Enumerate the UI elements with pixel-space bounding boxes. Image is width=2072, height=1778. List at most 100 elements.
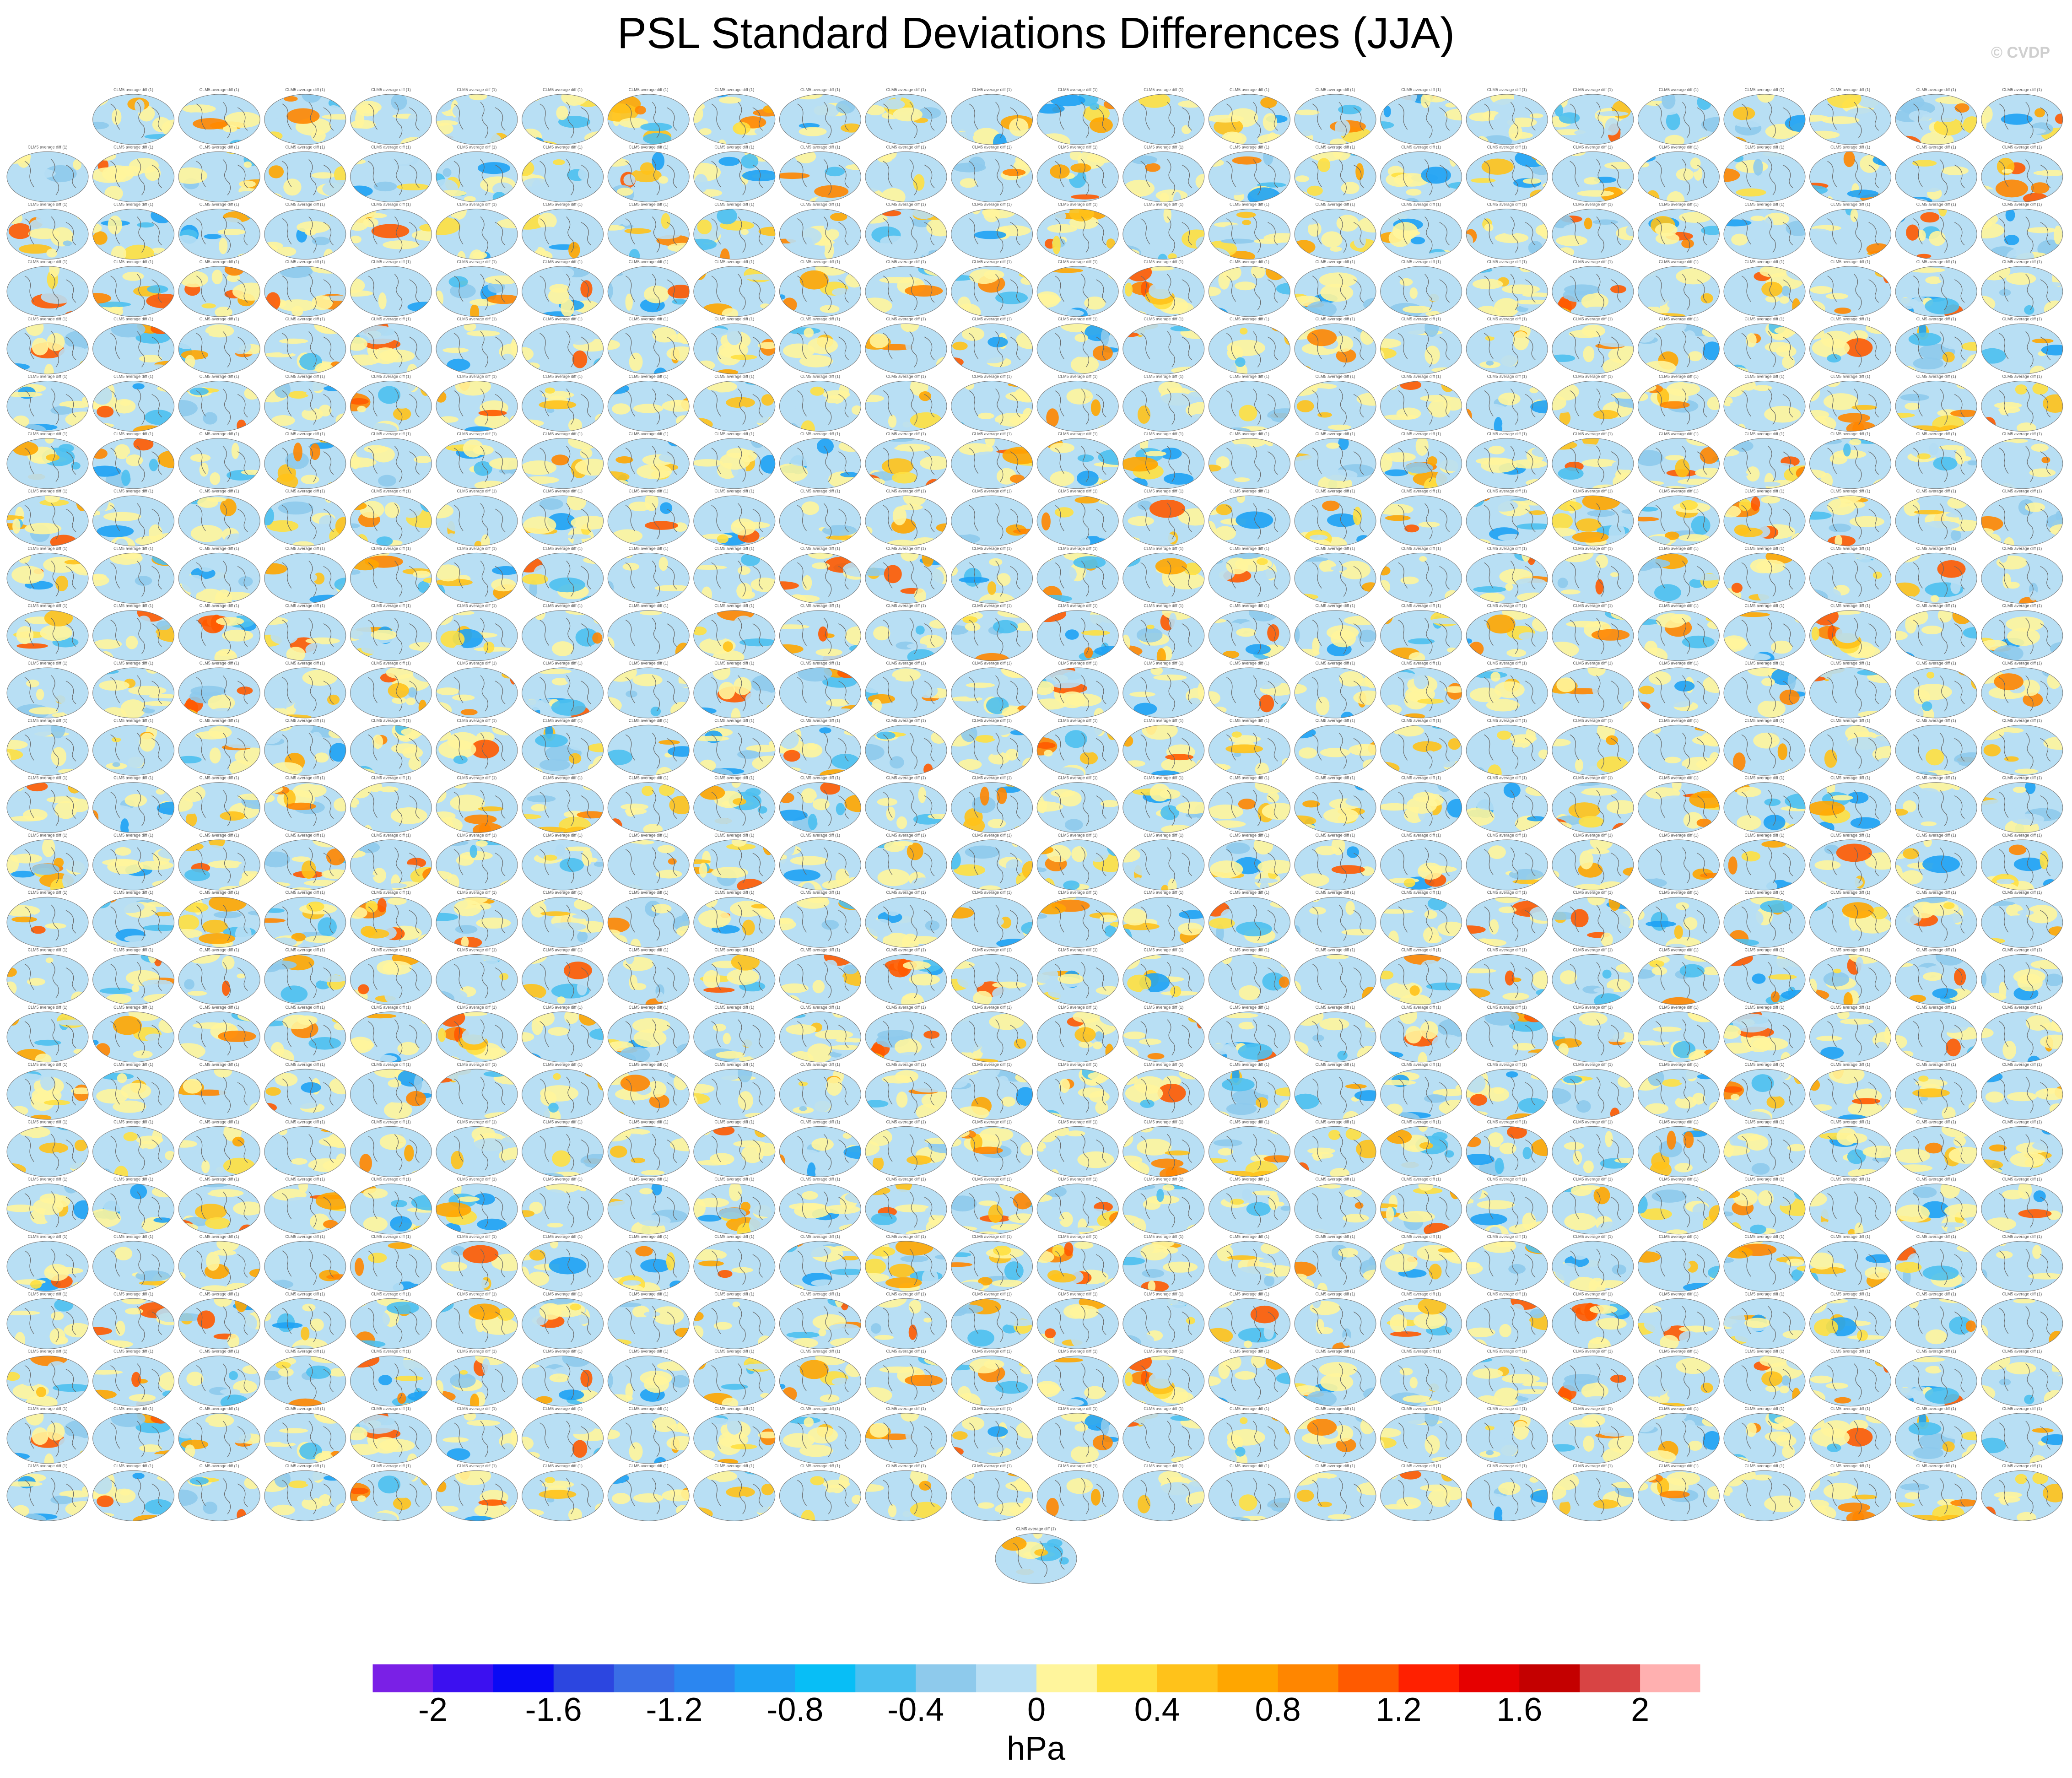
- panel-title: CLM5 average diff (1): [800, 145, 840, 149]
- map-panel: CLM5 average diff (1): [1981, 202, 2063, 260]
- panel-title: CLM5 average diff (1): [1830, 374, 1870, 379]
- panel-title: CLM5 average diff (1): [200, 317, 239, 321]
- map-panel: CLM5 average diff (1): [1122, 145, 1205, 202]
- map-panel: CLM5 average diff (1): [522, 145, 604, 202]
- panel-title: CLM5 average diff (1): [285, 317, 325, 321]
- map-panel: CLM5 average diff (1): [178, 317, 260, 374]
- panel-title: CLM5 average diff (1): [629, 259, 669, 264]
- colorbar-swatch: [855, 1664, 916, 1692]
- panel-title: CLM5 average diff (1): [714, 317, 754, 321]
- panel-title: CLM5 average diff (1): [1745, 87, 1785, 92]
- map-panel: CLM5 average diff (1): [1380, 145, 1462, 202]
- panel-title: CLM5 average diff (1): [200, 259, 239, 264]
- map-panel: CLM5 average diff (1): [951, 317, 1033, 374]
- colorbar-swatch: [553, 1664, 615, 1692]
- map-panel: CLM5 average diff (1): [779, 432, 861, 489]
- map-panel: CLM5 average diff (1): [6, 432, 89, 489]
- colorbar-swatch: [1640, 1664, 1701, 1692]
- map-panel: CLM5 average diff (1): [1637, 202, 1720, 260]
- panel-title: CLM5 average diff (1): [1058, 374, 1098, 379]
- map-panel: CLM5 average diff (1): [951, 145, 1033, 202]
- panel-title: CLM5 average diff (1): [1830, 259, 1870, 264]
- panel-title: CLM5 average diff (1): [1144, 432, 1183, 436]
- panel-title: CLM5 average diff (1): [1659, 145, 1699, 149]
- panel-title: CLM5 average diff (1): [1144, 374, 1183, 379]
- map-panel: CLM5 average diff (1): [1895, 145, 1977, 202]
- panel-title: CLM5 average diff (1): [1659, 87, 1699, 92]
- panel-title: CLM5 average diff (1): [629, 432, 669, 436]
- panel-title: CLM5 average diff (1): [2002, 145, 2042, 149]
- map-panel: CLM5 average diff (1): [264, 374, 346, 432]
- map-panel: CLM5 average diff (1): [1895, 87, 1977, 145]
- panel-title: CLM5 average diff (1): [1316, 317, 1355, 321]
- panel-title: CLM5 average diff (1): [200, 202, 239, 207]
- map-panel: CLM5 average diff (1): [865, 432, 947, 489]
- colorbar-swatch: [1096, 1664, 1158, 1692]
- panel-title: CLM5 average diff (1): [2002, 317, 2042, 321]
- panel-title: CLM5 average diff (1): [886, 432, 926, 436]
- panel-title: CLM5 average diff (1): [629, 202, 669, 207]
- panel-title: CLM5 average diff (1): [371, 87, 411, 92]
- colorbar-swatch: [1278, 1664, 1339, 1692]
- map-panel: CLM5 average diff (1): [779, 259, 861, 317]
- panel-title: CLM5 average diff (1): [28, 374, 68, 379]
- panel-title: CLM5 average diff (1): [1659, 259, 1699, 264]
- panel-title: CLM5 average diff (1): [1830, 87, 1870, 92]
- colorbar-tick-label: -1.2: [646, 1692, 703, 1728]
- panel-title: CLM5 average diff (1): [371, 432, 411, 436]
- map-panel: CLM5 average diff (1): [436, 317, 518, 374]
- panel-title: CLM5 average diff (1): [886, 374, 926, 379]
- panel-title: CLM5 average diff (1): [972, 317, 1012, 321]
- colorbar-tick-label: 0.8: [1255, 1692, 1301, 1728]
- panel-title: CLM5 average diff (1): [457, 432, 497, 436]
- panel-title: CLM5 average diff (1): [972, 374, 1012, 379]
- panel-title: CLM5 average diff (1): [2002, 259, 2042, 264]
- map-panel: CLM5 average diff (1): [1723, 317, 1806, 374]
- colorbar-swatch: [674, 1664, 735, 1692]
- panel-title: CLM5 average diff (1): [1573, 259, 1613, 264]
- map-panel: CLM5 average diff (1): [92, 259, 175, 317]
- panel-title: CLM5 average diff (1): [1573, 145, 1613, 149]
- panel-title: CLM5 average diff (1): [1058, 87, 1098, 92]
- panel-title: CLM5 average diff (1): [1916, 202, 1956, 207]
- colorbar-tick-label: 2: [1631, 1692, 1650, 1728]
- panel-title: CLM5 average diff (1): [2002, 202, 2042, 207]
- map-panel: CLM5 average diff (1): [436, 259, 518, 317]
- panel-title: CLM5 average diff (1): [1316, 374, 1355, 379]
- panel-title: CLM5 average diff (1): [1487, 202, 1527, 207]
- panel-title: CLM5 average diff (1): [200, 145, 239, 149]
- panel-title: CLM5 average diff (1): [113, 145, 153, 149]
- colorbar-tick-label: -0.4: [887, 1692, 944, 1728]
- panel-title: CLM5 average diff (1): [800, 259, 840, 264]
- panel-title: CLM5 average diff (1): [1230, 259, 1269, 264]
- panel-title: CLM5 average diff (1): [1487, 374, 1527, 379]
- colorbar-tick-label: -1.6: [525, 1692, 582, 1728]
- colorbar-tick-label: 0: [1027, 1692, 1046, 1728]
- map-panel: CLM5 average diff (1): [951, 87, 1033, 145]
- colorbar-swatch: [1338, 1664, 1399, 1692]
- panel-title: CLM5 average diff (1): [28, 432, 68, 436]
- panel-title: CLM5 average diff (1): [2002, 374, 2042, 379]
- panel-title: CLM5 average diff (1): [457, 317, 497, 321]
- panel-title: CLM5 average diff (1): [972, 259, 1012, 264]
- panel-title: CLM5 average diff (1): [629, 374, 669, 379]
- panel-title: CLM5 average diff (1): [543, 87, 583, 92]
- panel-title: CLM5 average diff (1): [1401, 202, 1441, 207]
- panel-title: CLM5 average diff (1): [1058, 317, 1098, 321]
- panel-title: CLM5 average diff (1): [1745, 145, 1785, 149]
- panel-title: CLM5 average diff (1): [200, 87, 239, 92]
- colorbar-tick-label: -2: [418, 1692, 448, 1728]
- panel-title: CLM5 average diff (1): [543, 317, 583, 321]
- map-panel: CLM5 average diff (1): [607, 317, 690, 374]
- panel-title: CLM5 average diff (1): [714, 145, 754, 149]
- map-panel: CLM5 average diff (1): [607, 202, 690, 260]
- colorbar-swatch: [1519, 1664, 1580, 1692]
- panel-title: CLM5 average diff (1): [285, 432, 325, 436]
- panel-title: CLM5 average diff (1): [285, 374, 325, 379]
- panel-title: CLM5 average diff (1): [1144, 145, 1183, 149]
- panel-title: CLM5 average diff (1): [1058, 145, 1098, 149]
- map-panel: CLM5 average diff (1): [865, 87, 947, 145]
- map-panel: CLM5 average diff (1): [693, 145, 776, 202]
